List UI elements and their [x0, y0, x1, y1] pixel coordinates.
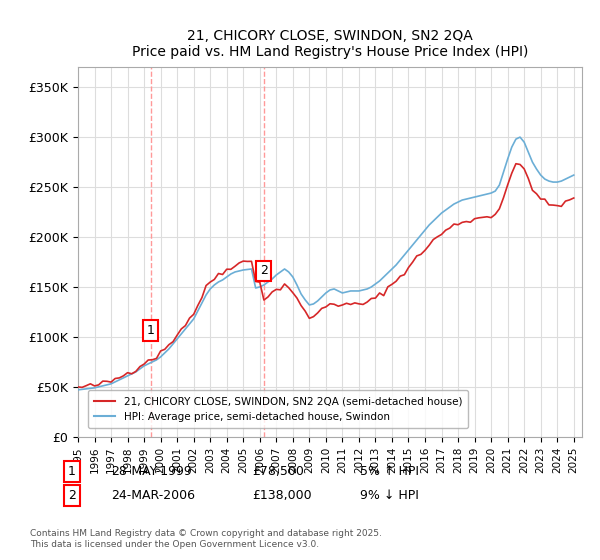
Text: 1: 1 [68, 465, 76, 478]
Text: Contains HM Land Registry data © Crown copyright and database right 2025.
This d: Contains HM Land Registry data © Crown c… [30, 529, 382, 549]
Text: 5% ↑ HPI: 5% ↑ HPI [360, 465, 419, 478]
Text: £78,500: £78,500 [252, 465, 304, 478]
Text: 28-MAY-1999: 28-MAY-1999 [111, 465, 192, 478]
Text: £138,000: £138,000 [252, 489, 311, 502]
Text: 24-MAR-2006: 24-MAR-2006 [111, 489, 195, 502]
Text: 2: 2 [68, 489, 76, 502]
Text: 1: 1 [147, 324, 155, 337]
Text: 2: 2 [260, 264, 268, 277]
Title: 21, CHICORY CLOSE, SWINDON, SN2 2QA
Price paid vs. HM Land Registry's House Pric: 21, CHICORY CLOSE, SWINDON, SN2 2QA Pric… [132, 29, 528, 59]
Legend: 21, CHICORY CLOSE, SWINDON, SN2 2QA (semi-detached house), HPI: Average price, s: 21, CHICORY CLOSE, SWINDON, SN2 2QA (sem… [88, 390, 469, 428]
Text: 9% ↓ HPI: 9% ↓ HPI [360, 489, 419, 502]
